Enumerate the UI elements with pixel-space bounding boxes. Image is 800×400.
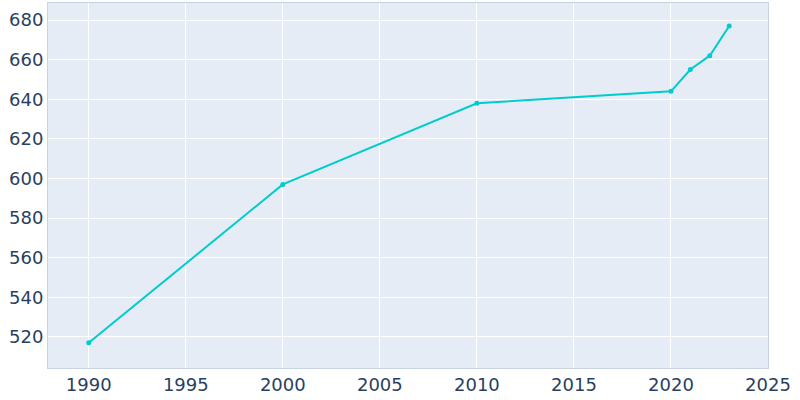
svg-text:560: 560 [9, 247, 43, 268]
svg-text:1995: 1995 [163, 374, 209, 395]
svg-text:520: 520 [9, 326, 43, 347]
svg-text:1990: 1990 [66, 374, 112, 395]
svg-text:680: 680 [9, 9, 43, 30]
svg-text:2020: 2020 [648, 374, 694, 395]
svg-text:580: 580 [9, 207, 43, 228]
svg-text:660: 660 [9, 49, 43, 70]
svg-text:600: 600 [9, 168, 43, 189]
svg-text:620: 620 [9, 128, 43, 149]
svg-text:2015: 2015 [551, 374, 597, 395]
svg-text:2025: 2025 [745, 374, 791, 395]
svg-text:2010: 2010 [454, 374, 500, 395]
svg-text:2005: 2005 [357, 374, 403, 395]
svg-text:2000: 2000 [260, 374, 306, 395]
svg-text:540: 540 [9, 287, 43, 308]
svg-text:640: 640 [9, 89, 43, 110]
